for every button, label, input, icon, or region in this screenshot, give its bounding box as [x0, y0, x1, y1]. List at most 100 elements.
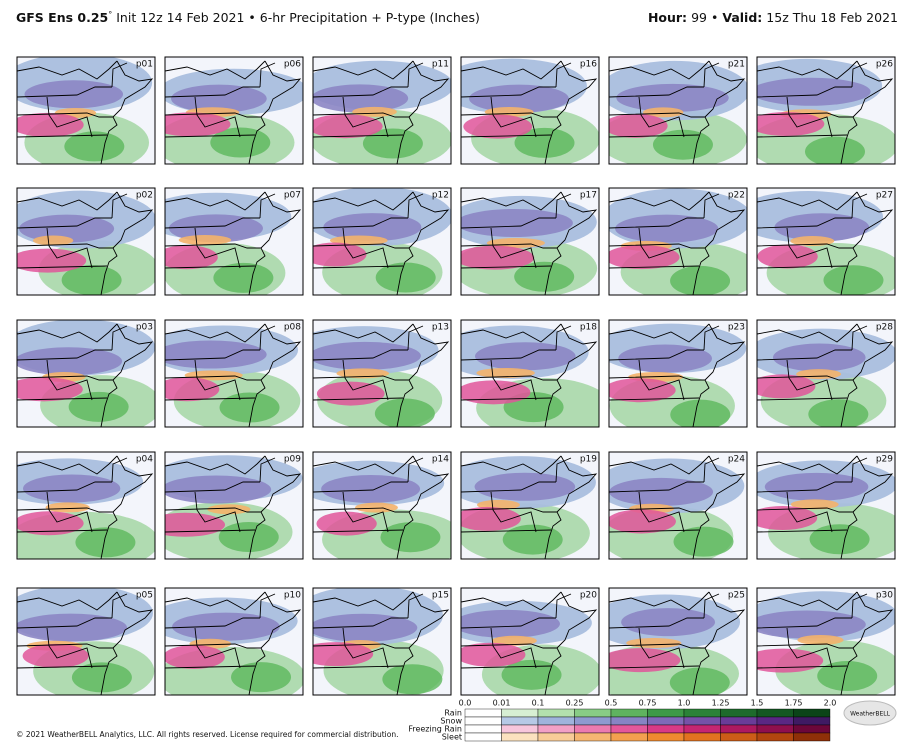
- state-line: [757, 643, 853, 649]
- state-line: [555, 62, 572, 88]
- state-line: [555, 593, 572, 619]
- coastline: [248, 591, 302, 695]
- state-line: [786, 227, 833, 269]
- state-line: [638, 491, 685, 533]
- state-line: [46, 227, 93, 269]
- state-line: [461, 349, 556, 361]
- panel-label: p17: [580, 191, 597, 201]
- state-line: [609, 617, 704, 629]
- map-panel: p19: [460, 451, 600, 560]
- rain-area: [218, 522, 279, 553]
- rain-area: [501, 659, 562, 690]
- snow-area: [461, 208, 573, 237]
- state-line: [17, 507, 113, 513]
- freezing-rain-area: [609, 509, 676, 534]
- map-panel: p14: [312, 451, 452, 560]
- map-panel: p25: [608, 587, 748, 696]
- snow-area: [774, 213, 870, 242]
- panel-label: p20: [580, 591, 597, 601]
- freezing-rain-area: [313, 642, 374, 667]
- state-line: [638, 96, 685, 138]
- state-line: [111, 325, 128, 351]
- state-line: [703, 62, 720, 88]
- panel-border: [16, 187, 156, 296]
- legend-swatch: [574, 708, 612, 718]
- state-line: [165, 507, 261, 513]
- state-line: [555, 457, 572, 483]
- lake-outline: [313, 591, 414, 611]
- state-line: [786, 96, 833, 138]
- legend-swatch: [537, 724, 575, 734]
- legend-swatch: [756, 708, 794, 718]
- lake-outline: [757, 455, 858, 475]
- snow-area: [313, 84, 409, 113]
- sleet-area: [45, 502, 90, 513]
- map-panel: p18: [460, 319, 600, 428]
- panel-border: [756, 451, 896, 560]
- coastline: [396, 191, 450, 295]
- state-line: [165, 643, 261, 649]
- coastline: [544, 60, 598, 164]
- panel-border: [608, 451, 748, 560]
- rain-area: [362, 128, 423, 159]
- map-field: [609, 320, 747, 427]
- map-panel: p24: [608, 451, 748, 560]
- legend-swatch: [683, 708, 721, 718]
- legend-swatch: [683, 732, 721, 742]
- legend-swatch: [574, 724, 612, 734]
- state-line: [165, 375, 261, 381]
- legend-swatch: [501, 708, 539, 718]
- coastline: [396, 323, 450, 427]
- coastline: [544, 323, 598, 427]
- panel-border: [16, 319, 156, 428]
- map-panel: p07: [164, 187, 304, 296]
- legend-swatch: [501, 716, 539, 726]
- panel-border: [608, 587, 748, 696]
- rain-area: [375, 262, 436, 293]
- state-line: [313, 643, 409, 649]
- map-field: [17, 320, 155, 427]
- lake-outline: [757, 591, 858, 611]
- panel-label: p04: [136, 455, 153, 465]
- panel-label: p03: [136, 323, 153, 333]
- state-line: [165, 112, 261, 118]
- lake-outline: [313, 455, 414, 475]
- panel-border: [460, 187, 600, 296]
- panel-border: [164, 451, 304, 560]
- sleet-area: [491, 635, 537, 646]
- legend-swatch: [537, 708, 575, 718]
- snow-area: [469, 84, 569, 113]
- panel-label: p21: [728, 60, 745, 70]
- state-line: [490, 491, 537, 533]
- rain-area: [808, 399, 869, 427]
- legend-tick-label: 0.01: [493, 699, 511, 708]
- state-line: [17, 349, 112, 361]
- state-line: [17, 112, 113, 118]
- state-line: [407, 457, 424, 483]
- coastline: [248, 455, 302, 559]
- valid-label: Valid:: [722, 10, 762, 25]
- panel-label: p27: [876, 191, 893, 201]
- map-panel: p29: [756, 451, 896, 560]
- state-line: [17, 217, 112, 229]
- legend-tick-label: 1.0: [678, 699, 691, 708]
- state-line: [111, 457, 128, 483]
- map-panel: p16: [460, 56, 600, 165]
- panel-border: [312, 56, 452, 165]
- freezing-rain-area: [316, 381, 385, 406]
- rain-area: [805, 136, 865, 164]
- panel-label: p30: [876, 591, 893, 601]
- state-line: [609, 86, 704, 98]
- map-field: [17, 188, 155, 295]
- state-line: [17, 617, 112, 629]
- panel-border: [460, 587, 600, 696]
- state-line: [259, 593, 276, 619]
- map-panel: p08: [164, 319, 304, 428]
- state-line: [17, 643, 113, 649]
- state-line: [313, 375, 409, 381]
- coastline: [100, 60, 154, 164]
- lake-outline: [313, 191, 414, 211]
- panel-border: [460, 56, 600, 165]
- state-line: [17, 375, 113, 381]
- coastline: [692, 60, 746, 164]
